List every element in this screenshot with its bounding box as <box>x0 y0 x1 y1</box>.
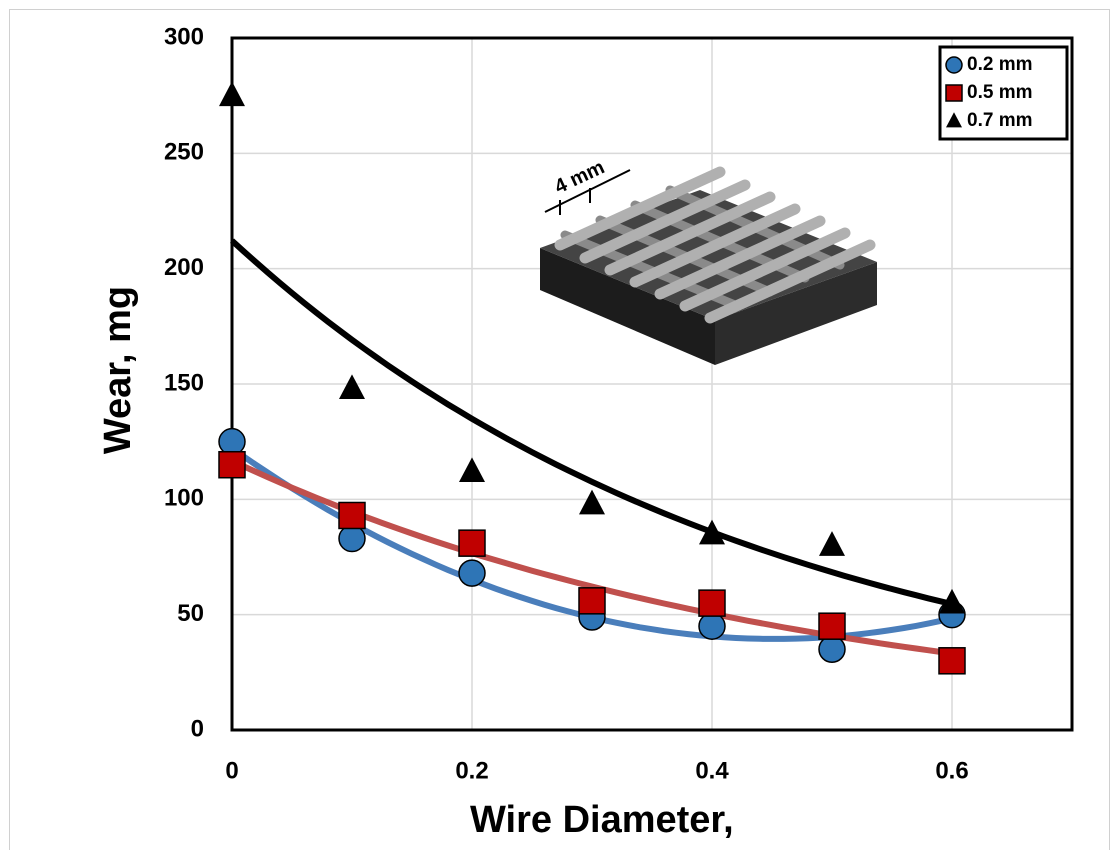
trendline <box>229 238 953 608</box>
block-top <box>540 190 877 320</box>
x-tick-label: 0.6 <box>935 757 968 784</box>
y-tick-label: 50 <box>177 600 204 627</box>
marker <box>219 81 245 107</box>
legend-label: 0.5 mm <box>967 82 1032 103</box>
y-tick-label: 150 <box>164 369 204 396</box>
marker <box>579 489 605 515</box>
marker <box>338 524 366 553</box>
marker <box>218 450 246 479</box>
legend-marker <box>945 56 963 74</box>
y-axis-title: Wear, mg <box>97 286 139 454</box>
x-tick-label: 0 <box>225 757 238 784</box>
marker <box>458 529 486 557</box>
y-tick-label: 100 <box>164 485 204 512</box>
marker <box>819 531 845 556</box>
dimension <box>544 169 631 215</box>
marker <box>458 559 486 587</box>
y-tick-label: 0 <box>191 715 204 742</box>
y-tick-label: 300 <box>164 23 204 50</box>
y-tick-label: 200 <box>164 254 204 281</box>
marker <box>578 587 606 615</box>
x-tick-label: 0.4 <box>695 757 729 784</box>
y-tick-label: 250 <box>164 139 204 166</box>
marker <box>938 647 966 675</box>
legend-marker <box>945 84 963 102</box>
x-tick-label: 0.2 <box>455 757 488 784</box>
plot-frame <box>230 36 1074 732</box>
marker <box>459 457 485 483</box>
marker <box>338 501 366 530</box>
marker <box>339 374 365 400</box>
inset-mesh: 4 mm <box>540 156 877 365</box>
marker <box>818 612 846 640</box>
block-front <box>540 248 715 365</box>
marker <box>939 588 965 614</box>
x-axis-title: Wire Diameter, <box>470 799 734 841</box>
legend-label: 0.7 mm <box>967 110 1032 131</box>
marker <box>218 427 246 456</box>
chart-border <box>9 9 1110 850</box>
legend-marker <box>946 112 962 128</box>
block-side <box>715 262 877 365</box>
legend-label: 0.2 mm <box>967 54 1032 75</box>
marker <box>698 589 726 617</box>
marker <box>818 635 846 664</box>
rods <box>554 166 876 324</box>
marker <box>699 519 725 545</box>
annotation: 4 mm <box>551 156 608 198</box>
marker <box>698 612 726 640</box>
